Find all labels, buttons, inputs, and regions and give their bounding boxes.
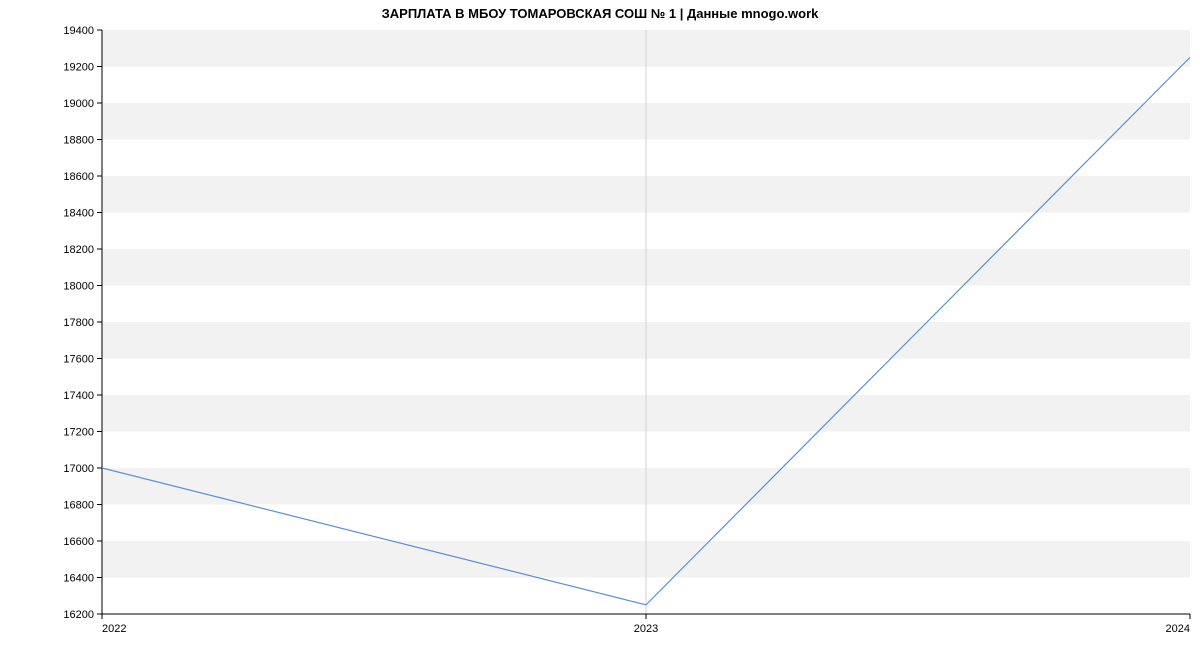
y-tick-label: 18800 [63,135,94,147]
x-tick-label: 2023 [634,623,658,635]
x-tick-label: 2022 [102,623,126,635]
y-tick-label: 17000 [63,463,94,475]
y-tick-label: 19200 [63,62,94,74]
y-tick-label: 17800 [63,317,94,329]
x-tick-label: 2024 [1166,623,1190,635]
y-tick-label: 17600 [63,354,94,366]
y-tick-label: 16800 [63,500,94,512]
y-tick-label: 19000 [63,98,94,110]
y-tick-label: 17400 [63,390,94,402]
y-tick-label: 18000 [63,281,94,293]
y-tick-label: 18400 [63,208,94,220]
y-tick-label: 16200 [63,609,94,621]
y-tick-label: 17200 [63,427,94,439]
y-tick-label: 19400 [63,25,94,37]
y-tick-label: 18600 [63,171,94,183]
chart-title: ЗАРПЛАТА В МБОУ ТОМАРОВСКАЯ СОШ № 1 | Да… [0,6,1200,21]
salary-line-chart: ЗАРПЛАТА В МБОУ ТОМАРОВСКАЯ СОШ № 1 | Да… [0,0,1200,650]
chart-svg: 16200 16400 16600 16800 17000 17200 17400 17600… [0,0,1200,650]
y-tick-label: 16400 [63,573,94,585]
y-tick-label: 18200 [63,244,94,256]
y-tick-label: 16600 [63,536,94,548]
